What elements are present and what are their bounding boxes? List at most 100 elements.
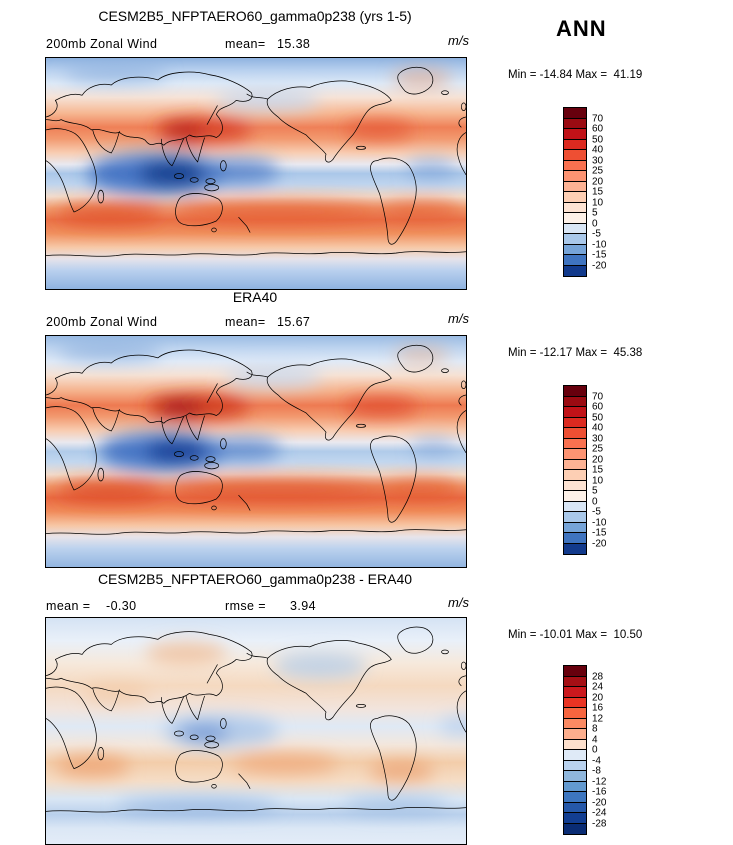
colorbar-tick-label: 8 <box>592 723 598 735</box>
contour-fill-blobs <box>57 64 461 225</box>
colorbar-cells <box>563 107 587 277</box>
panel1-units: m/s <box>448 33 469 48</box>
colorbar-cell <box>564 213 586 224</box>
colorbar-tick-label: 60 <box>592 401 604 413</box>
colorbar-cell <box>564 150 586 161</box>
colorbar-tick-label: 50 <box>592 412 604 423</box>
colorbar-cell <box>564 760 586 771</box>
colorbar-tick-label: -28 <box>592 818 607 829</box>
colorbar-cell <box>564 386 586 397</box>
colorbar-tick-label: -8 <box>592 765 601 777</box>
panel1-mean-label: mean= <box>225 37 266 51</box>
panel3-mean-label: mean = <box>46 599 91 613</box>
panel3-units: m/s <box>448 595 469 610</box>
colorbar-tick-label: 5 <box>592 207 598 219</box>
panel2-title: ERA40 <box>232 289 278 305</box>
colorbar-tick-label: 28 <box>592 671 604 682</box>
colorbar-cell <box>564 750 586 761</box>
colorbar-tick-label: 4 <box>592 734 598 745</box>
colorbar-tick-label: -20 <box>592 538 607 549</box>
map-model <box>45 57 467 290</box>
colorbar-cell <box>564 491 586 502</box>
colorbar-tick-label: -10 <box>592 239 607 250</box>
panel2-minmax: Min = -12.17 Max = 45.38 <box>508 347 643 359</box>
colorbar-cell <box>564 223 586 234</box>
colorbar-cell <box>564 522 586 533</box>
colorbar-cell <box>564 428 586 439</box>
colorbar-tick-label: 0 <box>592 496 598 507</box>
panel3-minmax: Min = -10.01 Max = 10.50 <box>508 629 643 641</box>
panel3-rmse-label: rmse = <box>225 599 266 613</box>
colorbar-cell <box>564 823 586 834</box>
colorbar-tick-label: 12 <box>592 713 604 724</box>
panel3-rmse-value: 3.94 <box>290 599 316 613</box>
colorbar-tick-label: -20 <box>592 797 607 808</box>
colorbar-cell <box>564 160 586 171</box>
colorbar-cell <box>564 192 586 203</box>
colorbar-cell <box>564 666 586 677</box>
colorbar-cell <box>564 244 586 255</box>
colorbar-tick-label: 0 <box>592 744 598 756</box>
colorbar-tick-label: -5 <box>592 506 601 518</box>
panel2-field-label: 200mb Zonal Wind <box>46 315 158 329</box>
panel3-colorbar: 28 24 20 16 12 8 4 0 -4 -8 -12 -16 -20 -24 -28 <box>563 665 623 835</box>
colorbar-tick-label: 30 <box>592 433 604 444</box>
panel1-field-label: 200mb Zonal Wind <box>46 37 158 51</box>
colorbar-cell <box>564 729 586 740</box>
colorbar-cell <box>564 781 586 792</box>
map-difference-svg <box>46 618 466 844</box>
colorbar-tick-label: 50 <box>592 134 604 145</box>
colorbar-tick-label: -15 <box>592 249 607 261</box>
colorbar-tick-label: 60 <box>592 123 604 135</box>
colorbar-tick-label: 10 <box>592 197 604 208</box>
colorbar-cell <box>564 417 586 428</box>
panel2-colorbar: 70 60 50 40 30 25 20 15 10 5 0 -5 -10 -15 -20 <box>563 385 623 555</box>
map-difference <box>45 617 467 845</box>
colorbar-cell <box>564 718 586 729</box>
colorbar-cell <box>564 792 586 803</box>
colorbar-tick-label: -10 <box>592 517 607 528</box>
colorbar-tick-label: -4 <box>592 755 601 766</box>
colorbar-cell <box>564 470 586 481</box>
colorbar-cell <box>564 687 586 698</box>
colorbar-cell <box>564 118 586 129</box>
colorbar-cell <box>564 771 586 782</box>
colorbar-cell <box>564 407 586 418</box>
colorbar-tick-label: 16 <box>592 702 604 714</box>
colorbar-cell <box>564 459 586 470</box>
panel1-colorbar: 70 60 50 40 30 25 20 15 10 5 0 -5 -10 -15 -20 <box>563 107 623 277</box>
colorbar-cell <box>564 512 586 523</box>
panel1-minmax: Min = -14.84 Max = 41.19 <box>508 69 643 81</box>
colorbar-cell <box>564 501 586 512</box>
colorbar-cell <box>564 202 586 213</box>
colorbar-tick-label: -15 <box>592 527 607 539</box>
panel3-title: CESM2B5_NFPTAERO60_gamma0p238 - ERA40 <box>97 571 413 587</box>
colorbar-cell <box>564 265 586 276</box>
colorbar-cell <box>564 396 586 407</box>
panel2-units: m/s <box>448 311 469 326</box>
colorbar-tick-label: 20 <box>592 454 604 465</box>
contour-fill-blobs <box>57 342 461 502</box>
season-label: ANN <box>556 16 607 41</box>
colorbar-cell <box>564 543 586 554</box>
colorbar-tick-label: 5 <box>592 485 598 497</box>
colorbar-cell <box>564 108 586 119</box>
panel1-mean-value: 15.38 <box>277 37 311 51</box>
colorbar-tick-label: 25 <box>592 443 604 455</box>
colorbar-cell <box>564 697 586 708</box>
colorbar-tick-label: -16 <box>592 786 607 798</box>
panel1-title: CESM2B5_NFPTAERO60_gamma0p238 (yrs 1-5) <box>98 8 412 24</box>
map-era40-svg <box>46 336 466 567</box>
colorbar-tick-label: -12 <box>592 776 607 787</box>
panel3-mean-value: -0.30 <box>106 599 137 613</box>
colorbar-cell <box>564 139 586 150</box>
colorbar-cells <box>563 385 587 555</box>
colorbar-tick-label: 15 <box>592 464 604 476</box>
colorbar-cell <box>564 739 586 750</box>
colorbar-tick-label: 40 <box>592 422 604 434</box>
colorbar-tick-label: 15 <box>592 186 604 198</box>
colorbar-tick-label: 24 <box>592 681 604 693</box>
colorbar-cell <box>564 676 586 687</box>
colorbar-tick-label: 10 <box>592 475 604 486</box>
colorbar-tick-label: 20 <box>592 692 604 703</box>
